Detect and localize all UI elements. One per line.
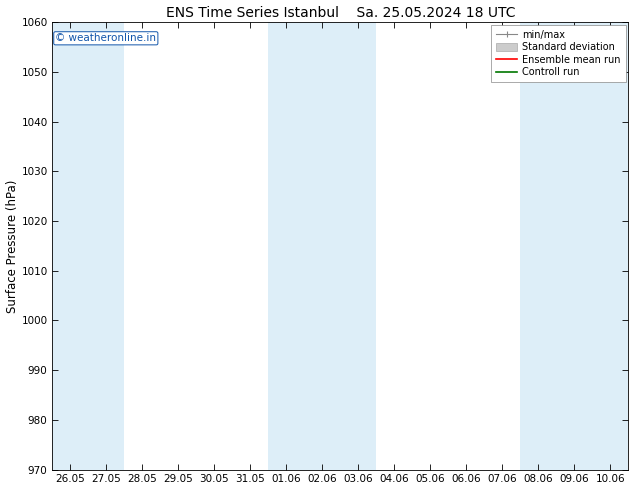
Bar — [521, 22, 628, 469]
Legend: min/max, Standard deviation, Ensemble mean run, Controll run: min/max, Standard deviation, Ensemble me… — [491, 25, 626, 82]
Text: © weatheronline.in: © weatheronline.in — [55, 33, 157, 43]
Bar — [268, 22, 377, 469]
Y-axis label: Surface Pressure (hPa): Surface Pressure (hPa) — [6, 179, 18, 313]
Bar — [53, 22, 124, 469]
Title: ENS Time Series Istanbul    Sa. 25.05.2024 18 UTC: ENS Time Series Istanbul Sa. 25.05.2024 … — [165, 5, 515, 20]
